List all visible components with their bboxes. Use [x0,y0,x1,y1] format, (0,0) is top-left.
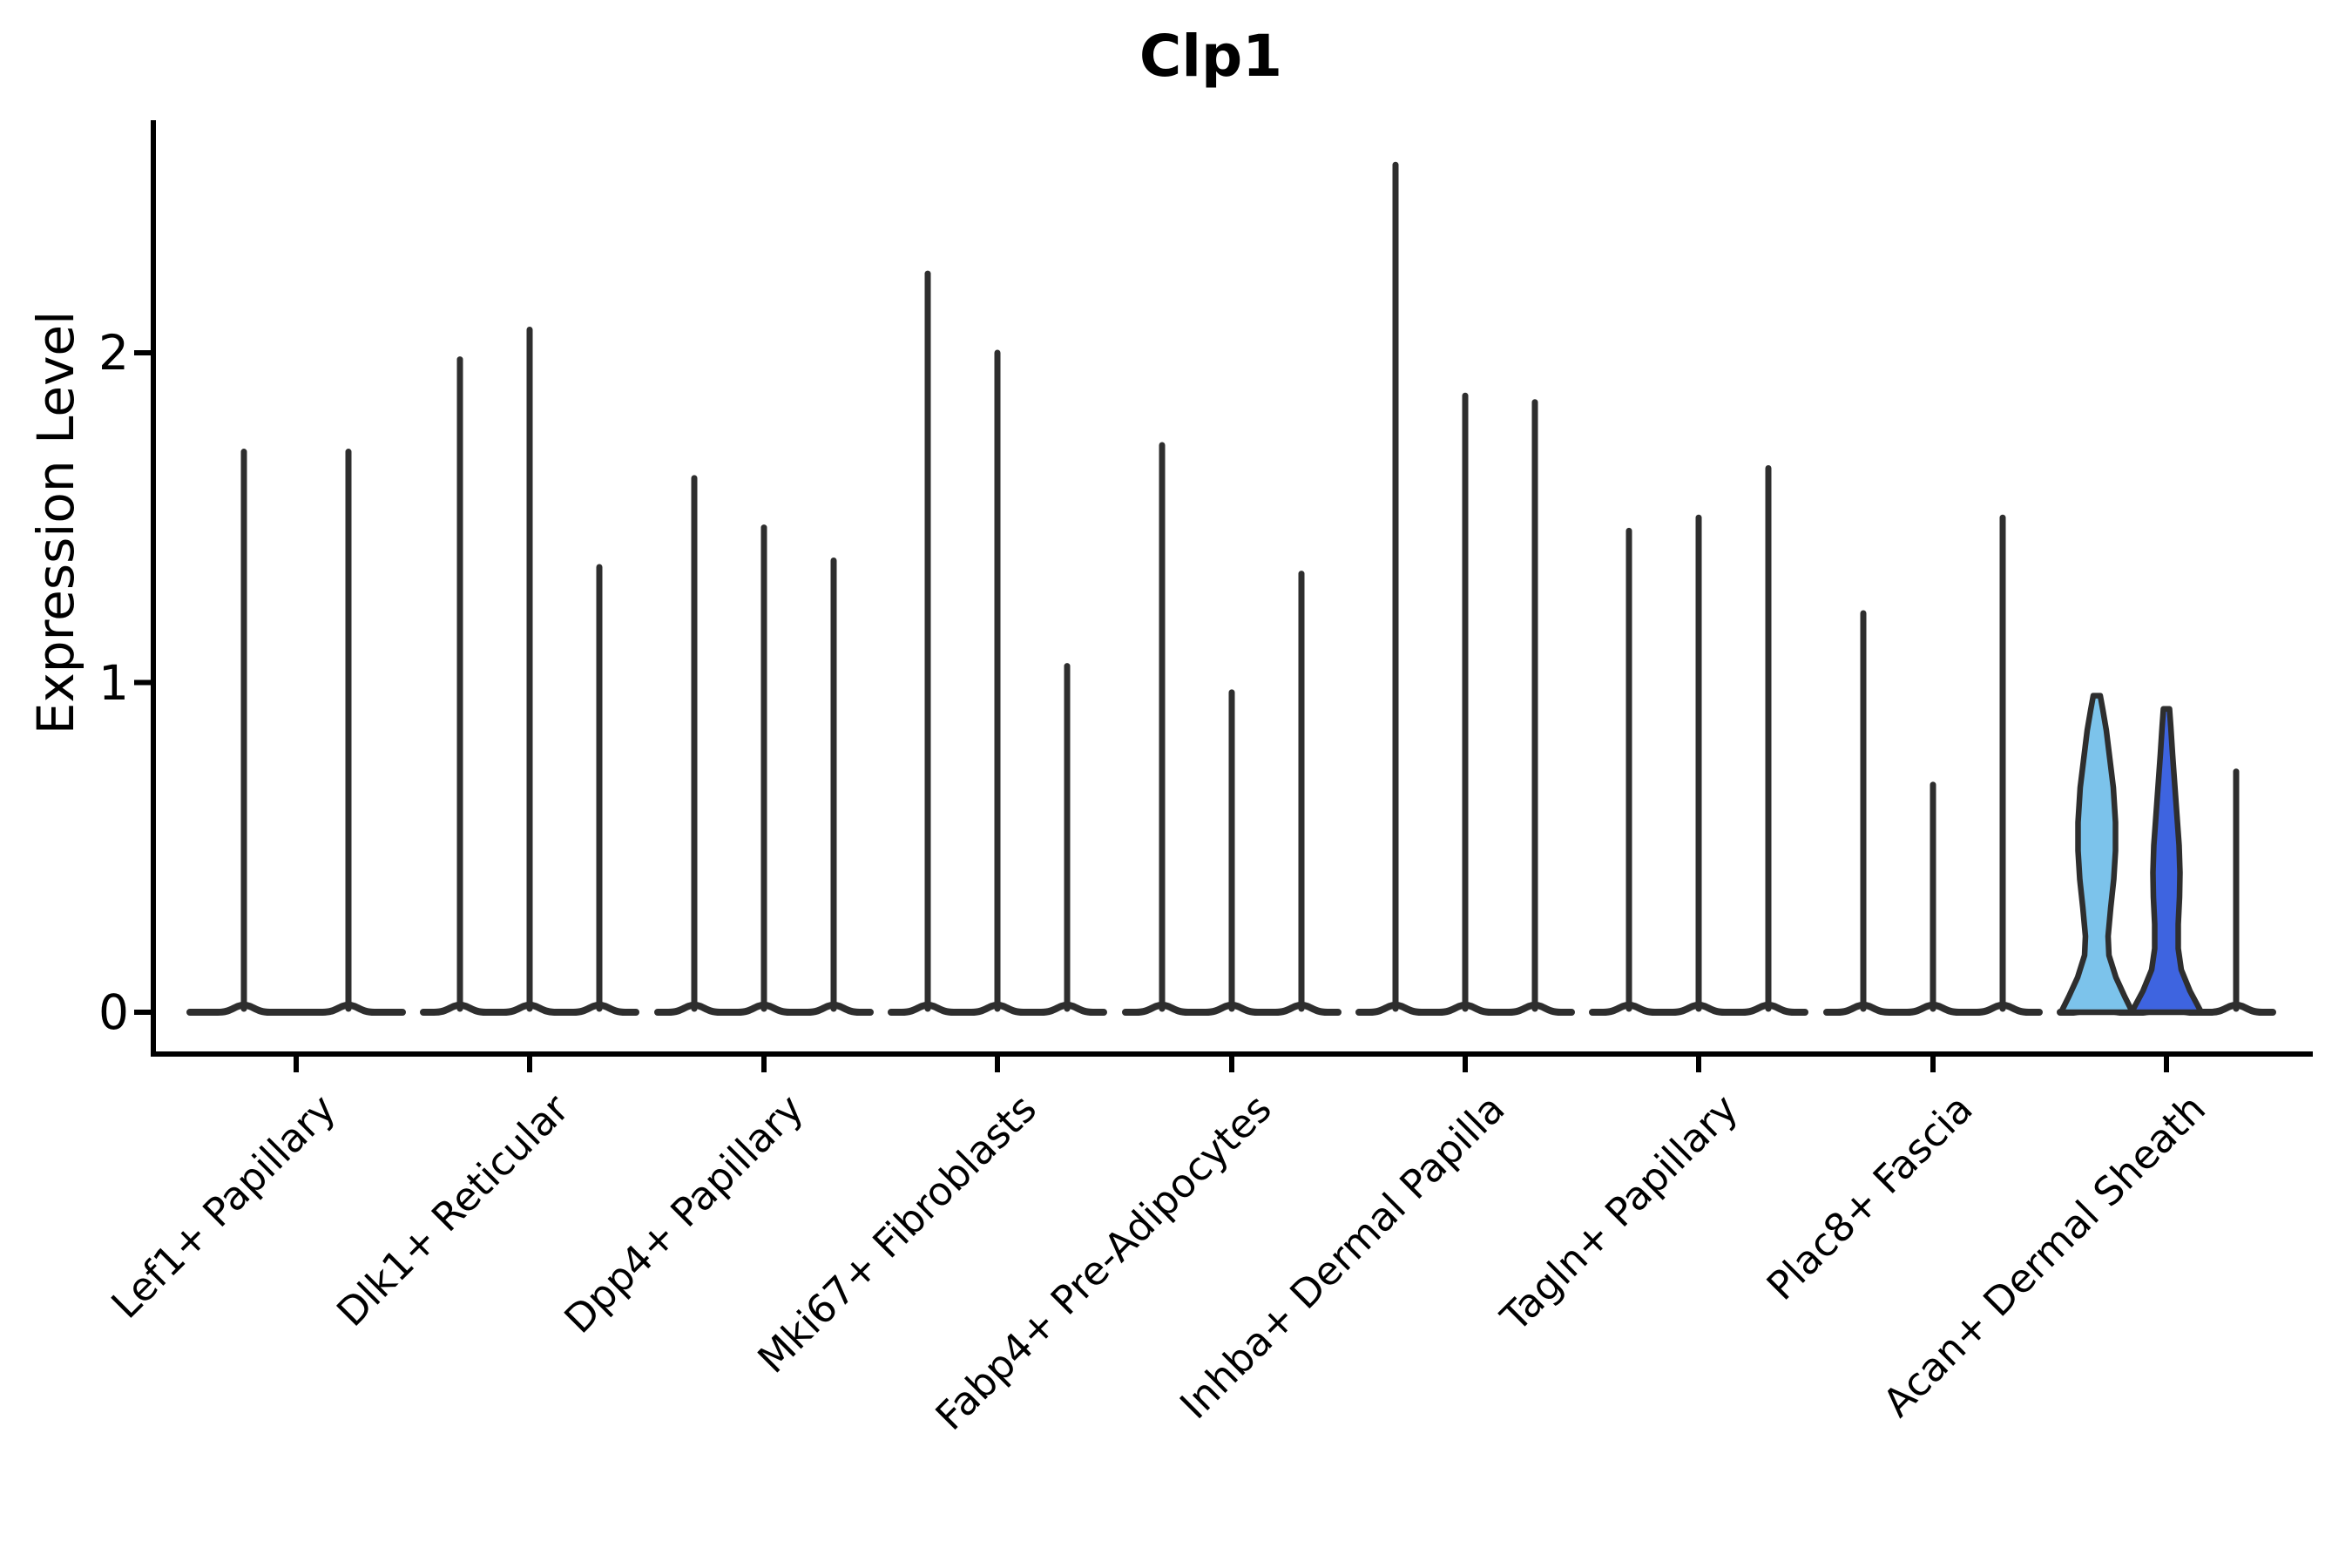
plot-title: Clp1 [1139,23,1283,90]
y-tick-label: 0 [98,984,129,1040]
y-tick-label: 2 [98,325,129,381]
highlighted-violin [2058,693,2136,1016]
y-tick-label: 1 [98,654,129,711]
violin-baseline [186,1002,406,1016]
highlighted-violin [2128,706,2205,1016]
